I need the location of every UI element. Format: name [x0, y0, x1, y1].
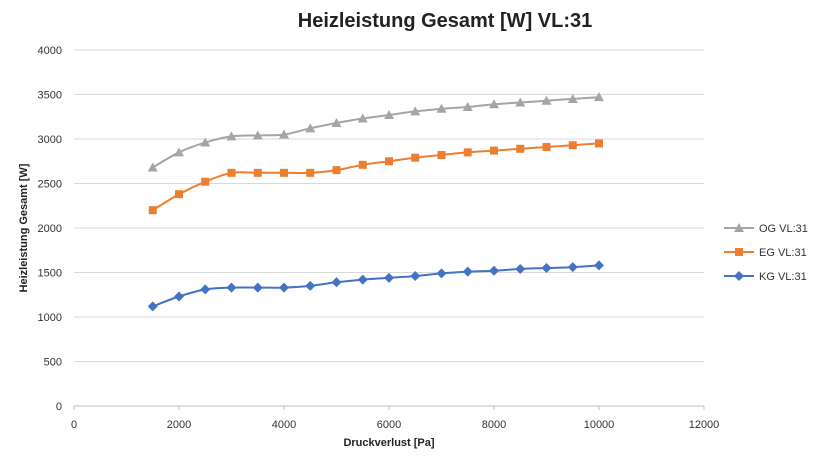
data-point: [489, 265, 499, 276]
y-tick-label: 3000: [38, 134, 62, 146]
data-point: [147, 301, 158, 312]
data-point: [279, 282, 289, 293]
data-point: [541, 95, 552, 105]
data-point: [306, 168, 315, 177]
y-tick-label: 2500: [38, 179, 62, 191]
data-point: [411, 153, 420, 162]
x-tick-label: 4000: [272, 419, 296, 431]
data-point: [226, 131, 237, 141]
legend-marker: [734, 223, 744, 232]
data-point: [594, 92, 604, 102]
data-point: [516, 144, 525, 153]
data-point: [490, 146, 498, 155]
data-point: [595, 139, 603, 148]
legend-marker: [735, 248, 743, 256]
legend-label: KG VL:31: [759, 271, 807, 283]
y-axis-label: Heizleistung Gesamt [W]: [18, 163, 30, 292]
data-point: [515, 97, 526, 107]
legend-label: OG VL:31: [759, 223, 808, 235]
data-point: [252, 130, 263, 140]
series-line: [152, 96, 600, 169]
grid: [74, 49, 704, 407]
data-point: [147, 162, 158, 172]
data-point: [436, 268, 447, 279]
y-tick-label: 1000: [38, 312, 62, 324]
data-point: [567, 262, 578, 273]
data-point: [227, 168, 236, 177]
series-1: [148, 139, 603, 215]
data-point: [200, 284, 211, 295]
data-point: [462, 266, 473, 277]
axes: 0 500 1000 1500 2000 2500 3000 3500 4000 0 2000 400…: [38, 45, 720, 431]
data-point: [410, 271, 421, 282]
x-tick-label: 6000: [377, 419, 401, 431]
data-point: [567, 93, 578, 103]
data-point: [331, 117, 342, 127]
legend-item-2: KG VL:31: [724, 271, 807, 283]
data-point: [489, 99, 499, 109]
data-point: [384, 272, 394, 283]
data-point: [462, 101, 473, 111]
data-point: [542, 143, 551, 152]
data-point: [594, 260, 604, 271]
y-tick-label: 1500: [38, 268, 62, 280]
data-point: [226, 282, 237, 293]
data-point: [384, 109, 394, 119]
legend: OG VL:31 EG VL:31 KG VL:31: [724, 223, 808, 283]
series-line: [152, 142, 600, 212]
data-point: [252, 282, 263, 293]
x-tick-label: 12000: [689, 419, 720, 431]
data-point: [279, 129, 289, 139]
data-point: [568, 141, 577, 150]
y-tick-label: 2000: [38, 223, 62, 235]
data-point: [148, 206, 157, 215]
data-point: [385, 157, 393, 166]
series-0: [147, 92, 604, 172]
data-point: [463, 148, 472, 157]
data-point: [305, 280, 316, 291]
data-point: [357, 113, 368, 123]
series-layer: [147, 92, 604, 312]
x-tick-label: 0: [71, 419, 77, 431]
data-point: [515, 263, 526, 274]
data-point: [357, 274, 368, 285]
data-point: [358, 160, 367, 169]
data-point: [253, 168, 262, 177]
data-point: [436, 103, 447, 113]
x-tick-label: 2000: [167, 419, 191, 431]
data-point: [200, 137, 211, 147]
data-point: [174, 291, 184, 302]
series-2: [147, 260, 604, 312]
x-tick-label: 10000: [584, 419, 615, 431]
data-point: [175, 190, 183, 199]
data-point: [305, 123, 316, 133]
y-tick-label: 0: [56, 401, 62, 413]
data-point: [280, 168, 288, 177]
legend-item-1: EG VL:31: [724, 247, 807, 259]
data-point: [332, 166, 341, 175]
data-point: [541, 263, 552, 274]
legend-label: EG VL:31: [759, 247, 807, 259]
legend-item-0: OG VL:31: [724, 223, 808, 235]
data-point: [331, 277, 342, 288]
data-point: [201, 177, 210, 186]
series-line: [152, 264, 600, 308]
x-tick-label: 8000: [482, 419, 506, 431]
legend-marker: [734, 271, 744, 281]
data-point: [174, 147, 184, 157]
data-point: [437, 151, 446, 160]
data-point: [410, 106, 421, 116]
y-tick-label: 4000: [38, 45, 62, 57]
y-tick-label: 500: [44, 357, 62, 369]
y-tick-label: 3500: [38, 90, 62, 102]
chart-title: Heizleistung Gesamt [W] VL:31: [298, 10, 593, 32]
x-axis-label: Druckverlust [Pa]: [343, 437, 434, 449]
